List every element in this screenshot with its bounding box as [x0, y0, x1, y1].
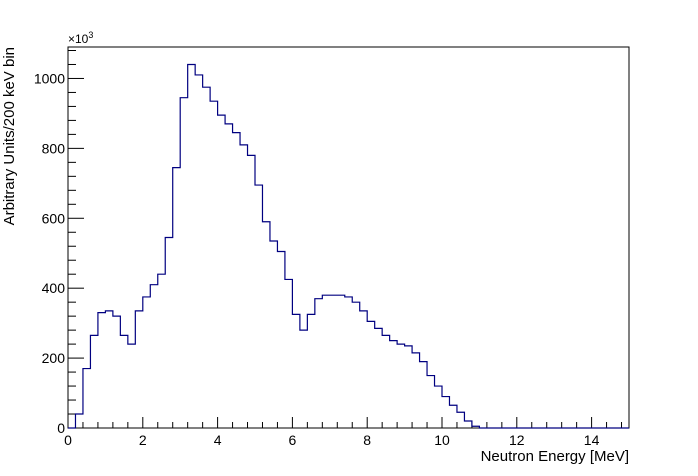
axis-ticks — [67, 49, 623, 429]
x-tick-label: 14 — [584, 432, 600, 448]
y-tick-label: 1000 — [34, 70, 65, 86]
y-tick-label: 200 — [42, 350, 66, 366]
histogram-line — [68, 63, 629, 429]
plot-frame — [67, 46, 630, 429]
x-tick-label: 4 — [214, 432, 222, 448]
axis-tick-labels: 0 2 4 6 8 10 12 14 0 200 400 600 800 1000 — [34, 70, 600, 448]
x-tick-label: 2 — [139, 432, 147, 448]
y-tick-label: 400 — [42, 280, 66, 296]
y-tick-label: 0 — [57, 420, 65, 436]
x-tick-label: 12 — [509, 432, 525, 448]
y-multiplier-exponent: 3 — [88, 30, 93, 40]
x-tick-label: 10 — [434, 432, 450, 448]
y-axis-label: Arbitrary Units/200 keV bin — [1, 47, 18, 225]
y-tick-label: 600 — [42, 210, 66, 226]
y-tick-label: 800 — [42, 140, 66, 156]
y-multiplier-label: ×103 — [68, 30, 93, 46]
x-tick-label: 6 — [289, 432, 297, 448]
x-axis-label: Neutron Energy [MeV] — [481, 448, 629, 465]
x-tick-label: 0 — [64, 432, 72, 448]
x-tick-label: 8 — [363, 432, 371, 448]
